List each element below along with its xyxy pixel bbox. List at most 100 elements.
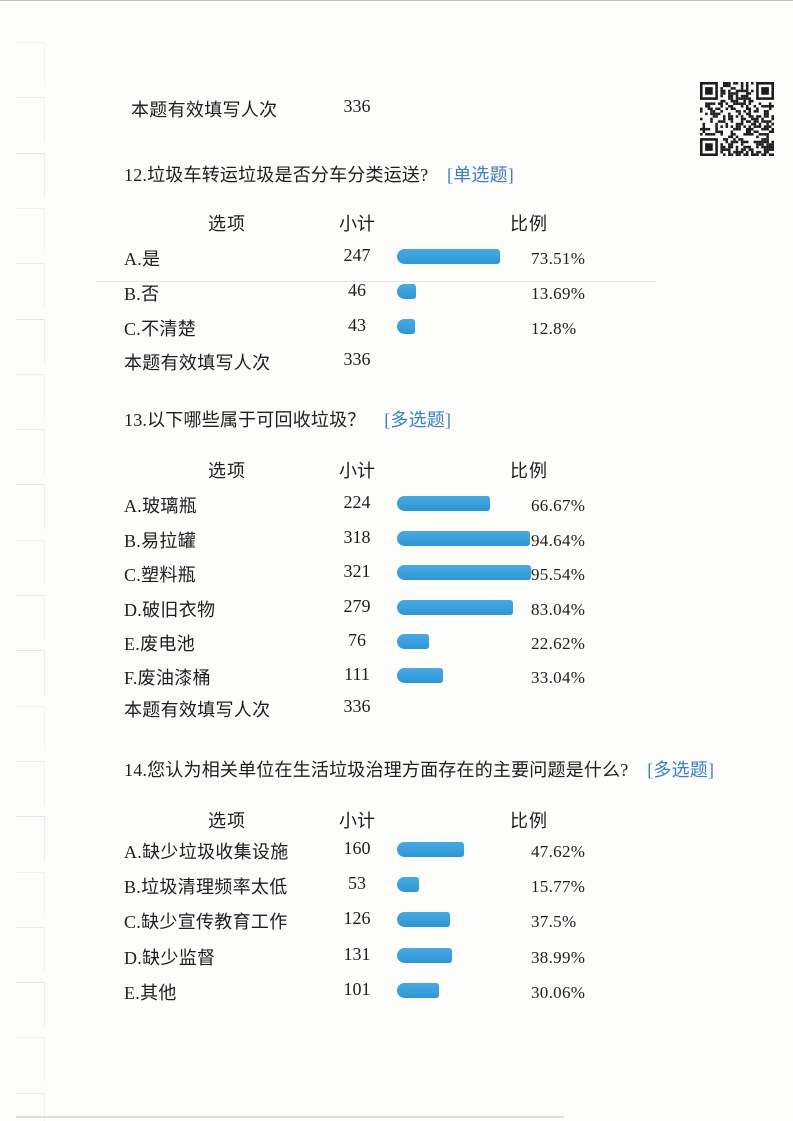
option-percent: 47.62% <box>531 842 586 861</box>
option-percent: 95.54% <box>531 565 586 584</box>
column-header-count: 小计 <box>339 811 375 831</box>
percent-bar <box>397 284 417 299</box>
column-header-count: 小计 <box>339 214 375 234</box>
option-count: 53 <box>348 873 366 893</box>
option-row: C.缺少宣传教育工作 126 37.5% <box>0 908 793 932</box>
option-row: B.垃圾清理频率太低 53 15.77% <box>0 873 793 897</box>
option-label: B.易拉罐 <box>124 531 197 551</box>
option-label: E.废电池 <box>124 634 195 654</box>
option-percent: 22.62% <box>531 634 586 653</box>
option-count: 279 <box>343 596 371 616</box>
valid-count-value: 336 <box>343 96 371 116</box>
option-label: B.垃圾清理频率太低 <box>124 877 288 897</box>
question-title-text: 12.垃圾车转运垃圾是否分车分类运送? <box>124 165 429 185</box>
table-header: 选项 小计 比例 <box>0 807 793 831</box>
valid-count-value: 336 <box>343 696 371 716</box>
option-percent: 30.06% <box>531 983 586 1002</box>
question-type-tag: [多选题] <box>647 760 715 780</box>
scan-bottom-edge <box>16 1116 564 1118</box>
option-label: D.缺少监督 <box>124 948 216 968</box>
option-row: E.其他 101 30.06% <box>0 979 793 1003</box>
option-count: 111 <box>344 664 370 684</box>
question-type-tag: [多选题] <box>384 410 452 430</box>
option-row: A.玻璃瓶 224 66.67% <box>0 492 793 516</box>
column-header-count: 小计 <box>339 461 375 481</box>
binding-mark <box>16 153 45 198</box>
option-count: 43 <box>348 315 366 335</box>
valid-count-row: 本题有效填写人次 336 <box>0 696 793 720</box>
option-count: 160 <box>343 838 371 858</box>
option-label: B.否 <box>124 284 160 304</box>
percent-bar <box>397 565 531 580</box>
option-count: 131 <box>343 944 371 964</box>
question-type-tag: [单选题] <box>447 165 514 185</box>
option-count: 318 <box>343 527 371 547</box>
option-label: E.其他 <box>124 983 177 1003</box>
percent-bar <box>397 249 500 264</box>
option-row: D.破旧衣物 279 83.04% <box>0 596 793 620</box>
percent-bar <box>397 668 444 683</box>
previous-question-valid-count-row: 本题有效填写人次 336 <box>0 96 793 120</box>
question-title: 13.以下哪些属于可回收垃圾？ [多选题] <box>124 406 451 432</box>
option-label: A.玻璃瓶 <box>124 496 197 516</box>
option-percent: 13.69% <box>531 284 586 303</box>
option-count: 101 <box>343 979 371 999</box>
binding-mark <box>16 761 45 806</box>
binding-mark <box>16 42 45 87</box>
option-percent: 66.67% <box>531 496 586 515</box>
option-count: 224 <box>343 492 371 512</box>
percent-bar <box>397 877 420 892</box>
percent-bar <box>397 600 514 615</box>
option-percent: 12.8% <box>531 319 577 338</box>
option-row: D.缺少监督 131 38.99% <box>0 944 793 968</box>
option-row: C.不清楚 43 12.8% <box>0 315 793 339</box>
column-header-option: 选项 <box>208 811 246 831</box>
option-row: E.废电池 76 22.62% <box>0 630 793 654</box>
option-count: 126 <box>343 908 371 928</box>
scan-streak-artifact <box>96 281 656 282</box>
valid-count-row: 本题有效填写人次 336 <box>0 349 793 373</box>
table-header: 选项 小计 比例 <box>0 210 793 234</box>
option-label: D.破旧衣物 <box>124 600 216 620</box>
percent-bar <box>397 496 491 511</box>
option-row: B.否 46 13.69% <box>0 280 793 304</box>
option-row: B.易拉罐 318 94.64% <box>0 527 793 551</box>
question-title-text: 13.以下哪些属于可回收垃圾？ <box>124 410 366 430</box>
table-header: 选项 小计 比例 <box>0 457 793 481</box>
valid-count-value: 336 <box>343 349 371 369</box>
column-header-ratio: 比例 <box>510 811 548 831</box>
column-header-ratio: 比例 <box>510 214 548 234</box>
option-row: C.塑料瓶 321 95.54% <box>0 561 793 585</box>
column-header-option: 选项 <box>208 214 246 234</box>
valid-count-label: 本题有效填写人次 <box>124 353 271 373</box>
option-percent: 37.5% <box>531 912 577 931</box>
qr-code <box>700 82 774 156</box>
percent-bar <box>397 634 429 649</box>
option-percent: 15.77% <box>531 877 586 896</box>
option-percent: 73.51% <box>531 249 586 268</box>
option-percent: 33.04% <box>531 668 586 687</box>
option-percent: 38.99% <box>531 948 586 967</box>
option-label: A.是 <box>124 249 161 269</box>
percent-bar <box>397 842 464 857</box>
option-row: F.废油漆桶 111 33.04% <box>0 664 793 688</box>
question-title: 12.垃圾车转运垃圾是否分车分类运送? [单选题] <box>124 161 514 187</box>
option-count: 321 <box>343 561 371 581</box>
valid-count-label: 本题有效填写人次 <box>124 700 271 720</box>
percent-bar <box>397 912 450 927</box>
binding-mark <box>16 1037 45 1082</box>
percent-bar <box>397 983 440 998</box>
column-header-ratio: 比例 <box>510 461 548 481</box>
option-row: A.是 247 73.51% <box>0 245 793 269</box>
option-percent: 94.64% <box>531 531 586 550</box>
option-count: 76 <box>348 630 366 650</box>
option-count: 46 <box>348 280 366 300</box>
binding-mark <box>16 374 45 419</box>
question-title-text: 14.您认为相关单位在生活垃圾治理方面存在的主要问题是什么? <box>124 760 629 780</box>
option-label: A.缺少垃圾收集设施 <box>124 842 289 862</box>
valid-count-label: 本题有效填写人次 <box>131 100 278 120</box>
option-percent: 83.04% <box>531 600 586 619</box>
percent-bar <box>397 319 415 334</box>
percent-bar <box>397 531 530 546</box>
